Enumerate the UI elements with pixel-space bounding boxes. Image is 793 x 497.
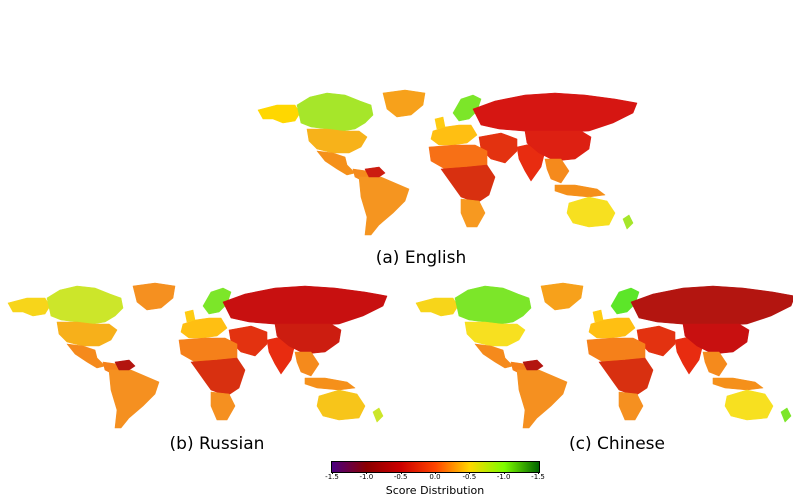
region-western-europe — [588, 317, 636, 339]
colorbar-tick-mark — [435, 472, 436, 474]
region-central-africa — [190, 357, 246, 397]
region-western-europe — [180, 317, 228, 339]
colorbar: Score Distribution -1.5 -1.0 -0.5 0.0 -0.5 -1… — [325, 461, 545, 497]
region-southern-africa — [210, 391, 236, 421]
region-alaska — [257, 104, 301, 124]
colorbar-tick-mark — [400, 472, 402, 474]
region-venezuela — [114, 359, 136, 371]
map-chinese — [413, 278, 793, 438]
caption-russian: (b) Russian — [169, 434, 265, 454]
colorbar-tick-label: -1.5 — [531, 473, 545, 481]
region-alaska — [7, 297, 51, 317]
region-north-africa — [178, 337, 238, 363]
region-north-africa — [428, 144, 488, 170]
region-new-zealand — [372, 407, 384, 423]
region-southeast-asia — [294, 351, 320, 377]
region-central-africa — [598, 357, 654, 397]
region-southern-africa — [618, 391, 644, 421]
colorbar-tick-mark — [503, 472, 505, 474]
region-australia — [316, 389, 366, 421]
map-svg — [7, 282, 388, 429]
region-greenland — [382, 89, 426, 118]
region-usa — [464, 321, 526, 347]
map-russian — [5, 278, 390, 438]
region-south-america — [358, 176, 410, 236]
region-greenland — [540, 282, 584, 311]
colorbar-tick-label: -0.5 — [462, 473, 477, 481]
region-canada — [296, 92, 374, 132]
map-english — [255, 85, 640, 245]
region-uk — [592, 309, 604, 323]
colorbar-tick-label: -1.0 — [359, 473, 374, 481]
map-svg — [415, 282, 793, 429]
region-canada — [46, 285, 124, 325]
region-canada — [454, 285, 532, 325]
region-southeast-asia — [702, 351, 728, 377]
map-svg — [257, 89, 638, 236]
region-scandinavia — [452, 94, 482, 122]
region-greenland — [132, 282, 176, 311]
region-mexico — [66, 343, 106, 369]
region-new-zealand — [780, 407, 792, 423]
region-australia — [566, 196, 616, 228]
colorbar-tick-mark — [366, 472, 368, 474]
region-indonesia — [304, 377, 356, 391]
colorbar-tick-mark — [332, 472, 333, 474]
region-western-europe — [430, 124, 478, 146]
region-china — [274, 323, 342, 355]
region-scandinavia — [202, 287, 232, 315]
region-north-africa — [586, 337, 646, 363]
colorbar-tick-label: -1.0 — [496, 473, 511, 481]
region-uk — [434, 116, 446, 130]
region-venezuela — [522, 359, 544, 371]
colorbar-tick-label: 0.0 — [429, 473, 441, 481]
region-indonesia — [712, 377, 764, 391]
colorbar-label: Score Distribution — [385, 484, 485, 497]
region-mexico — [474, 343, 514, 369]
region-usa — [306, 128, 368, 154]
region-australia — [724, 389, 774, 421]
region-south-america — [516, 369, 568, 429]
colorbar-tick-mark — [469, 472, 471, 474]
caption-english: (a) English — [375, 248, 467, 268]
region-uk — [184, 309, 196, 323]
region-scandinavia — [610, 287, 640, 315]
region-mexico — [316, 150, 356, 176]
colorbar-tick-mark — [538, 472, 539, 474]
region-russia — [222, 285, 388, 327]
region-russia — [472, 92, 638, 134]
region-southern-africa — [460, 198, 486, 228]
region-new-zealand — [622, 214, 634, 230]
region-indonesia — [554, 184, 606, 198]
region-russia — [630, 285, 793, 327]
region-china — [524, 130, 592, 162]
region-venezuela — [364, 166, 386, 178]
colorbar-tick-label: -1.5 — [325, 473, 339, 481]
region-central-africa — [440, 164, 496, 204]
caption-chinese: (c) Chinese — [569, 434, 665, 454]
region-alaska — [415, 297, 459, 317]
colorbar-tick-label: -0.5 — [393, 473, 408, 481]
region-southeast-asia — [544, 158, 570, 184]
region-china — [682, 323, 750, 355]
region-usa — [56, 321, 118, 347]
region-south-america — [108, 369, 160, 429]
